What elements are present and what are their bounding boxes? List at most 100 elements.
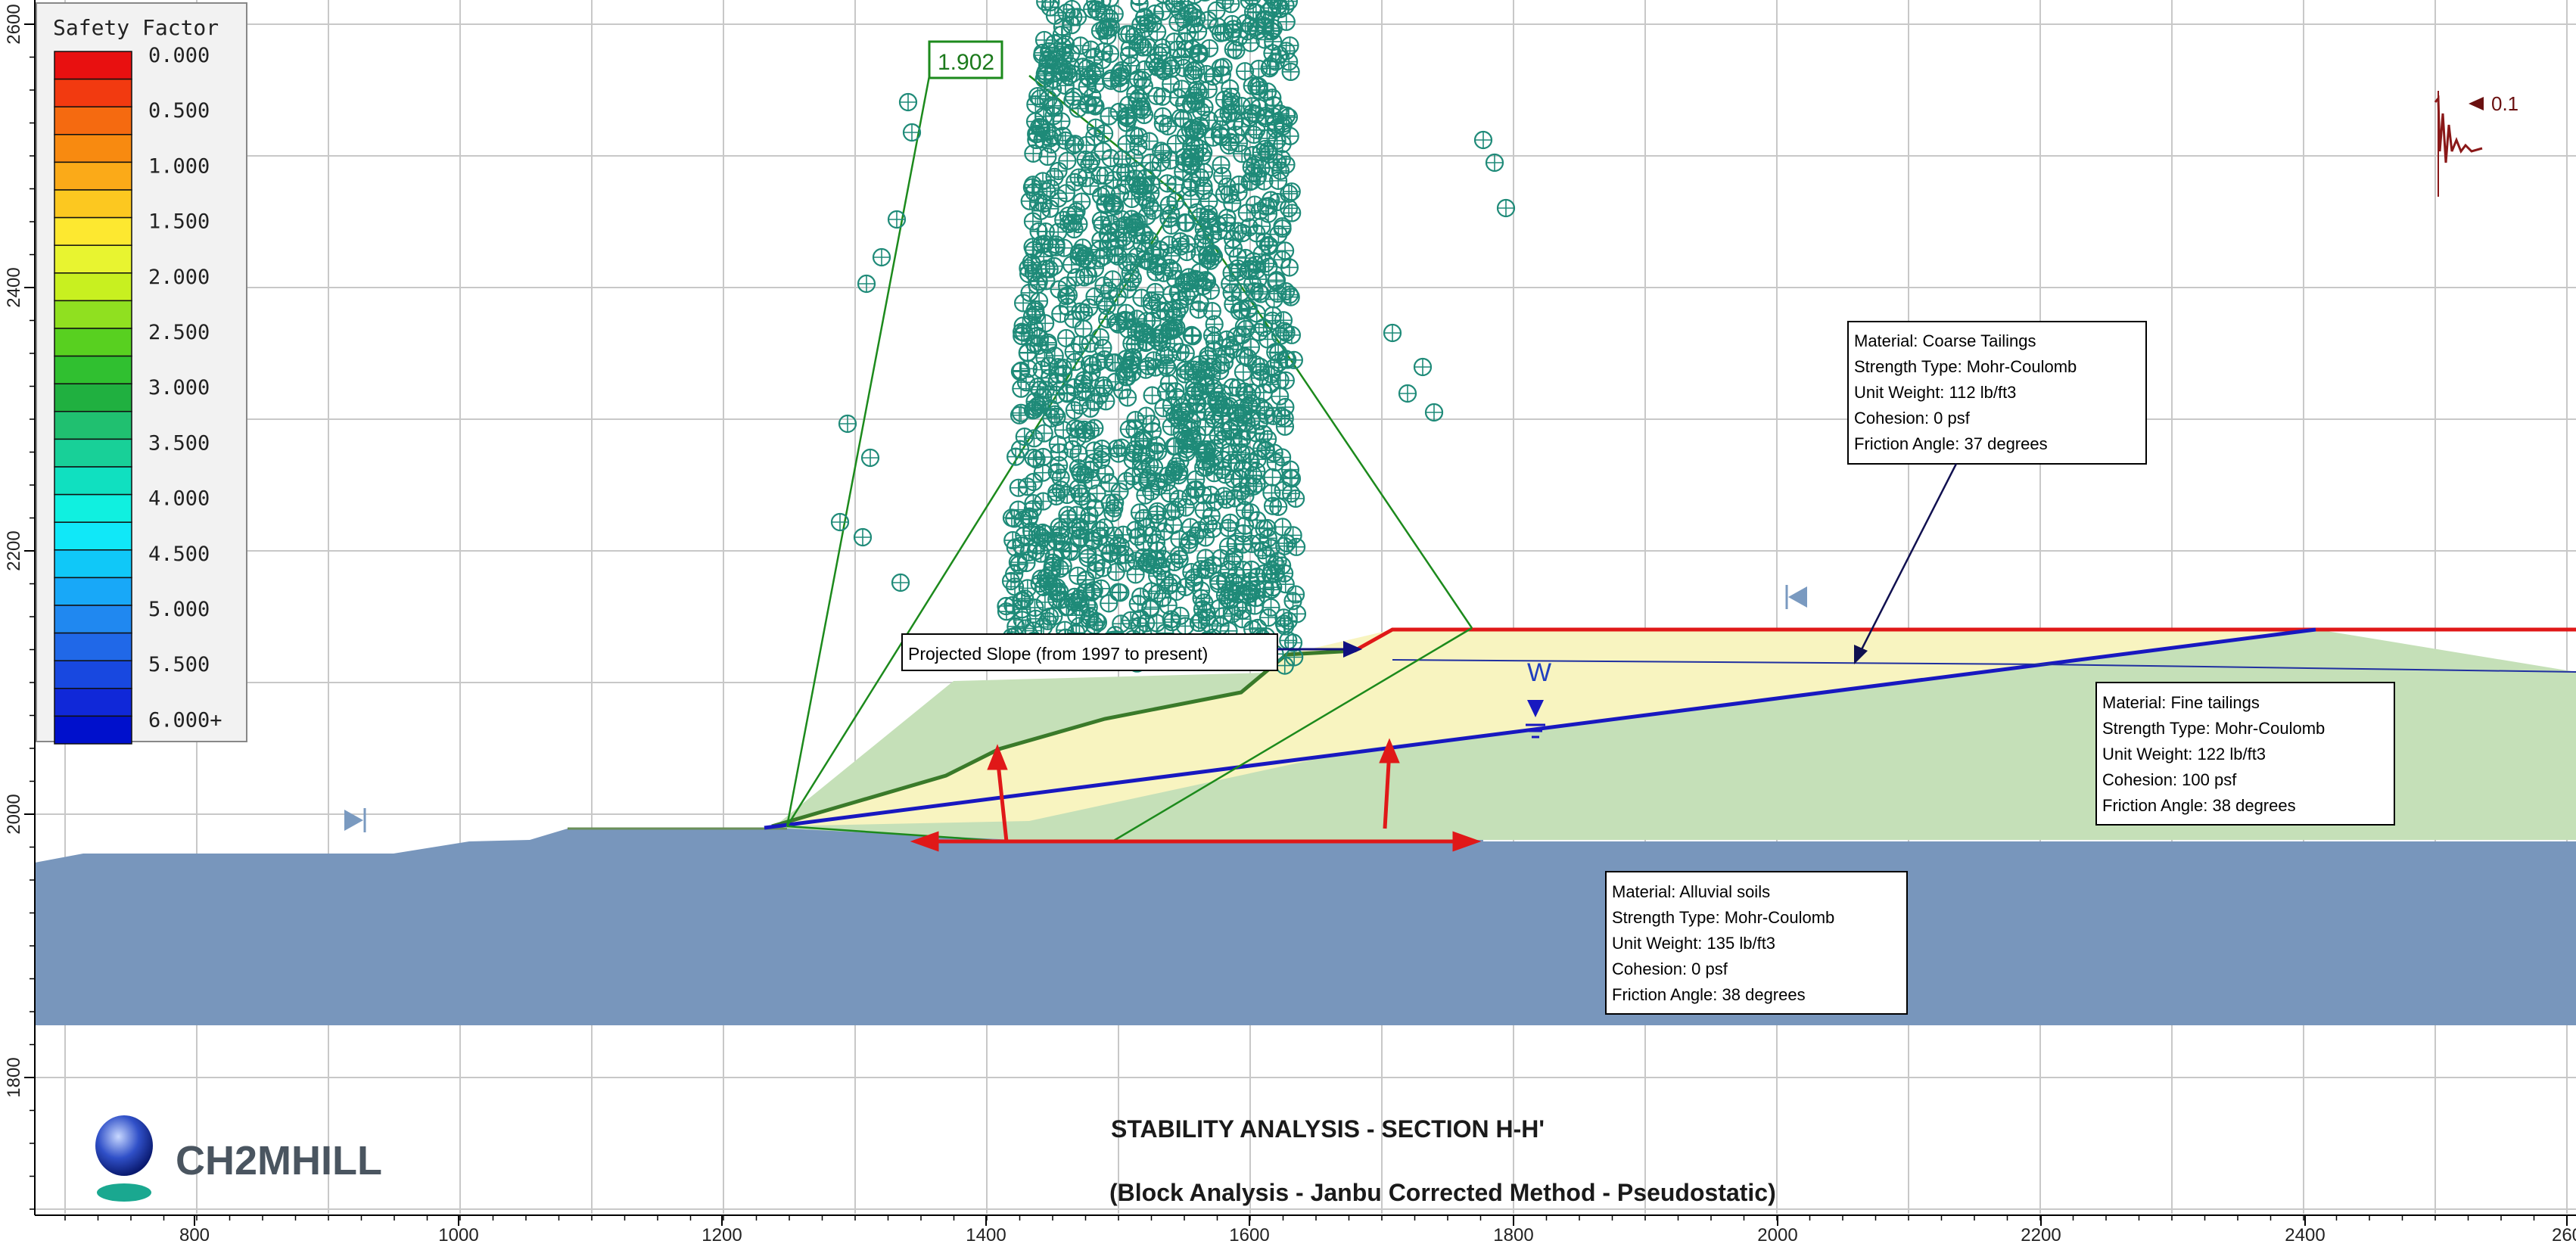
- slip-center-marker: [1047, 235, 1066, 254]
- slip-center-marker: [1286, 489, 1305, 508]
- slip-center-marker: [1221, 132, 1240, 151]
- legend-swatch: [54, 106, 132, 135]
- slip-center-marker: [1135, 19, 1154, 38]
- slip-center-marker: [1109, 69, 1128, 88]
- slip-center-marker: [1231, 283, 1251, 302]
- slip-center-marker: [1062, 44, 1081, 63]
- slip-center-marker: [1070, 617, 1089, 636]
- slip-center-marker: [1026, 542, 1045, 561]
- slip-center-marker: [1172, 398, 1191, 417]
- coarse-cohesion: Cohesion: 0 psf: [1854, 409, 1971, 428]
- slip-center-marker: [1165, 269, 1185, 288]
- slip-center-marker: [1280, 285, 1299, 304]
- slip-center-marker: [1005, 564, 1024, 583]
- slip-center-marker: [1106, 197, 1125, 216]
- water-table-marker: [1526, 700, 1545, 739]
- slip-center-marker: [1075, 583, 1095, 602]
- slip-center-marker: [1255, 401, 1274, 420]
- slip-center-marker: [1280, 126, 1299, 145]
- slip-center-marker: [1140, 132, 1159, 151]
- x-tick-label: 2200: [2021, 1225, 2061, 1245]
- material-callout-coarse: Material: Coarse Tailings Strength Type:…: [1847, 321, 2147, 664]
- seismic-coefficient: 0.1: [2491, 92, 2518, 115]
- slip-center-marker: [1090, 328, 1110, 347]
- y-tick-label: 2400: [4, 267, 24, 307]
- slip-center-marker: [1178, 235, 1196, 253]
- slip-center-marker: [1174, 10, 1193, 29]
- slip-center-marker: [1212, 155, 1230, 175]
- slip-center-marker: [1213, 166, 1232, 185]
- slip-center-marker: [1160, 484, 1179, 503]
- slip-center-marker: [1485, 153, 1504, 173]
- slip-center-marker: [1047, 578, 1066, 597]
- slip-center-marker: [1243, 275, 1262, 294]
- slip-center-marker: [1281, 484, 1301, 503]
- legend-swatch: [54, 328, 132, 357]
- slip-center-marker: [1147, 614, 1166, 633]
- legend-label: 3.500: [148, 431, 210, 455]
- slip-center-marker: [1217, 330, 1237, 349]
- slip-center-marker: [1024, 472, 1043, 492]
- slip-center-marker: [1185, 573, 1204, 592]
- slip-center-marker: [1064, 136, 1083, 155]
- slip-center-marker: [1249, 76, 1268, 96]
- slip-center-marker: [1100, 107, 1118, 126]
- slip-center-marker: [1050, 456, 1069, 474]
- slip-center-marker: [1171, 606, 1190, 625]
- slip-center-marker: [1262, 365, 1281, 384]
- slip-center-marker: [1221, 87, 1241, 107]
- slip-center-marker: [1176, 617, 1195, 636]
- slip-center-marker: [1192, 611, 1211, 630]
- slip-center-marker: [1056, 287, 1076, 306]
- slip-center-marker: [1045, 167, 1064, 186]
- slip-center-marker: [1201, 251, 1220, 270]
- slip-center-marker: [1207, 1, 1226, 20]
- y-axis: 2600 2400 2200 2000 1800: [0, 0, 36, 1215]
- slip-center-marker: [1038, 147, 1057, 166]
- slip-center-marker: [1241, 337, 1261, 356]
- x-tick-label: 260: [2552, 1225, 2576, 1245]
- slip-center-marker: [1065, 401, 1084, 420]
- slip-center-marker: [1233, 145, 1252, 163]
- slip-center-marker: [1103, 270, 1122, 289]
- slip-center-marker: [1201, 281, 1220, 300]
- slip-center-marker: [1286, 585, 1305, 604]
- slip-center-marker: [1194, 163, 1214, 182]
- projected-slope-label: Projected Slope (from 1997 to present): [908, 644, 1208, 664]
- slip-center-marker: [1201, 485, 1220, 505]
- slip-center-marker: [1196, 225, 1215, 245]
- slip-center-marker: [1147, 505, 1166, 524]
- slip-center-marker: [1122, 355, 1140, 374]
- slip-center-marker: [1383, 323, 1402, 343]
- slip-center-marker: [1035, 235, 1054, 253]
- coarse-name: Material: Coarse Tailings: [1854, 331, 2036, 350]
- slip-center-marker: [1072, 192, 1091, 211]
- slip-center-marker: [1251, 285, 1271, 303]
- slip-center-marker: [1281, 62, 1300, 81]
- legend-swatch: [54, 355, 132, 384]
- slip-center-marker: [1025, 302, 1044, 321]
- legend-label: 2.000: [148, 266, 210, 289]
- material-callout-alluvial: Material: Alluvial soils Strength Type: …: [1605, 871, 1908, 1015]
- slip-center-marker: [1175, 32, 1194, 51]
- water-label: W: [1527, 658, 1551, 687]
- slip-center-marker: [1143, 386, 1162, 405]
- slip-center-marker: [1028, 86, 1047, 106]
- slip-center-marker: [1045, 405, 1065, 424]
- slip-center-marker: [1047, 372, 1066, 392]
- slip-center-marker: [1118, 280, 1137, 299]
- phreatic-surface: [1392, 659, 2576, 673]
- slip-center-marker: [1093, 51, 1112, 70]
- slip-center-marker: [1147, 23, 1167, 42]
- legend-swatch: [54, 688, 132, 717]
- slip-center-marker: [1076, 381, 1095, 400]
- slip-center-marker: [1156, 570, 1174, 589]
- slip-center-marker: [1262, 191, 1280, 210]
- slip-center-marker: [1190, 245, 1209, 264]
- slip-center-marker: [1103, 503, 1122, 522]
- slip-center-marker: [1235, 501, 1255, 520]
- slip-center-marker: [1100, 594, 1118, 613]
- slip-center-marker: [1042, 409, 1061, 428]
- slip-center-marker: [1118, 388, 1137, 407]
- legend-swatch: [54, 216, 132, 246]
